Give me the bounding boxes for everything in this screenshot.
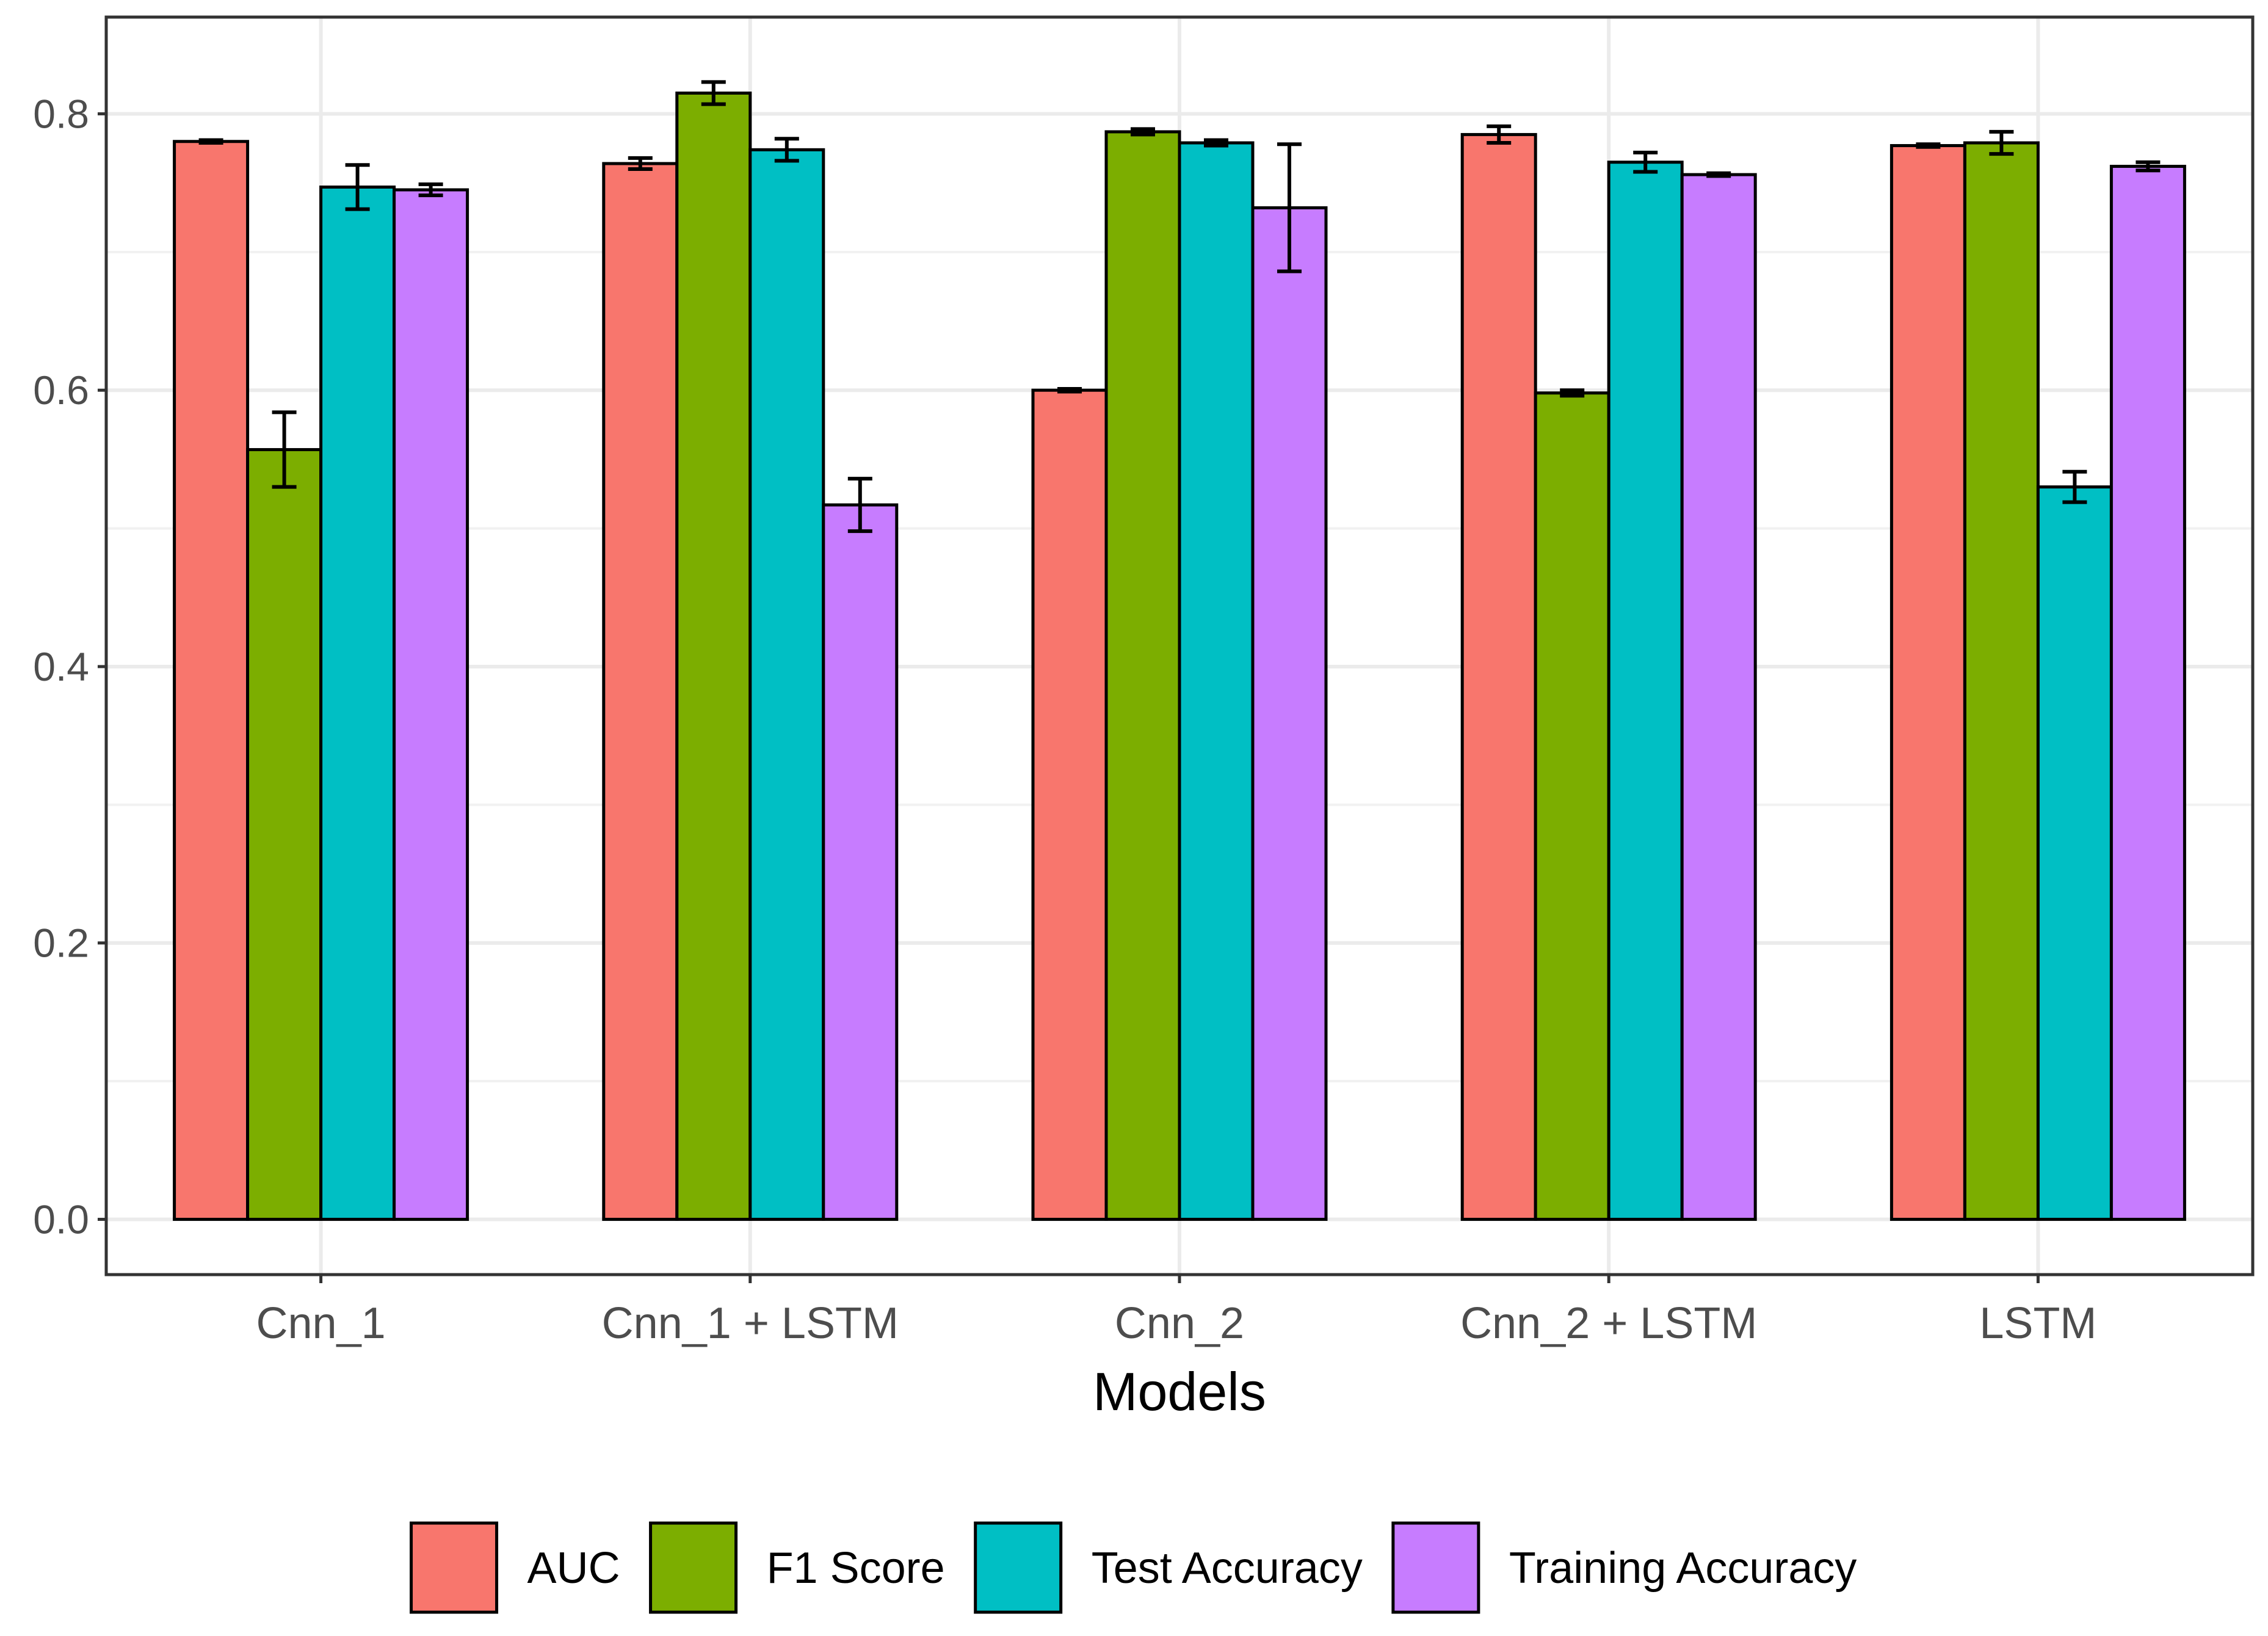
bar-lstm-training-accuracy [2109, 164, 2186, 1221]
legend-label-training-accuracy: Training Accuracy [1509, 1544, 1857, 1593]
bar-lstm-auc [1889, 144, 1966, 1221]
legend-label-f1-score: F1 Score [767, 1544, 945, 1593]
bar-cnn-1-lstm-test-accuracy [748, 148, 825, 1221]
bar-cnn-2-test-accuracy [1178, 141, 1255, 1221]
y-tick-label: 0.0 [33, 1196, 89, 1242]
y-tick-label: 0.6 [33, 367, 89, 413]
bar-lstm-test-accuracy [2036, 485, 2113, 1221]
bar-cnn-1-lstm-training-accuracy [822, 503, 899, 1221]
bar-cnn-2-lstm-test-accuracy [1607, 161, 1684, 1221]
bar-cnn-1-test-accuracy [319, 185, 396, 1221]
x-tick-label-cnn-1-lstm: Cnn_1 + LSTM [602, 1299, 899, 1348]
bar-cnn-1-lstm-auc [602, 162, 679, 1221]
bar-cnn-2-training-accuracy [1251, 206, 1328, 1221]
legend-key-f1-score [649, 1521, 738, 1614]
x-tick-label-lstm: LSTM [1979, 1299, 2096, 1348]
bar-cnn-1-lstm-f1-score [675, 92, 752, 1221]
x-tick-label-cnn-2-lstm: Cnn_2 + LSTM [1460, 1299, 1757, 1348]
x-tick-label-cnn-1: Cnn_1 [256, 1299, 386, 1348]
bar-cnn-1-auc [173, 140, 250, 1221]
x-tick-label-cnn-2: Cnn_2 [1115, 1299, 1244, 1348]
bar-cnn-2-lstm-f1-score [1534, 391, 1610, 1221]
legend-key-auc [410, 1521, 499, 1614]
y-tick-label: 0.8 [33, 91, 89, 136]
bar-cnn-1-training-accuracy [393, 188, 469, 1221]
y-tick-label: 0.2 [33, 921, 89, 966]
bar-cnn-1-f1-score [246, 448, 323, 1221]
legend-label-test-accuracy: Test Accuracy [1092, 1544, 1363, 1593]
legend-key-test-accuracy [974, 1521, 1063, 1614]
bar-lstm-f1-score [1963, 141, 2040, 1221]
bar-cnn-2-f1-score [1104, 130, 1181, 1221]
bar-cnn-2-auc [1031, 388, 1108, 1221]
bar-cnn-2-lstm-training-accuracy [1680, 173, 1757, 1221]
y-tick-label: 0.4 [33, 644, 89, 689]
x-axis-title: Models [1093, 1361, 1266, 1422]
legend-key-training-accuracy [1391, 1521, 1480, 1614]
legend-label-auc: AUC [527, 1544, 620, 1593]
bar-cnn-2-lstm-auc [1460, 132, 1537, 1221]
